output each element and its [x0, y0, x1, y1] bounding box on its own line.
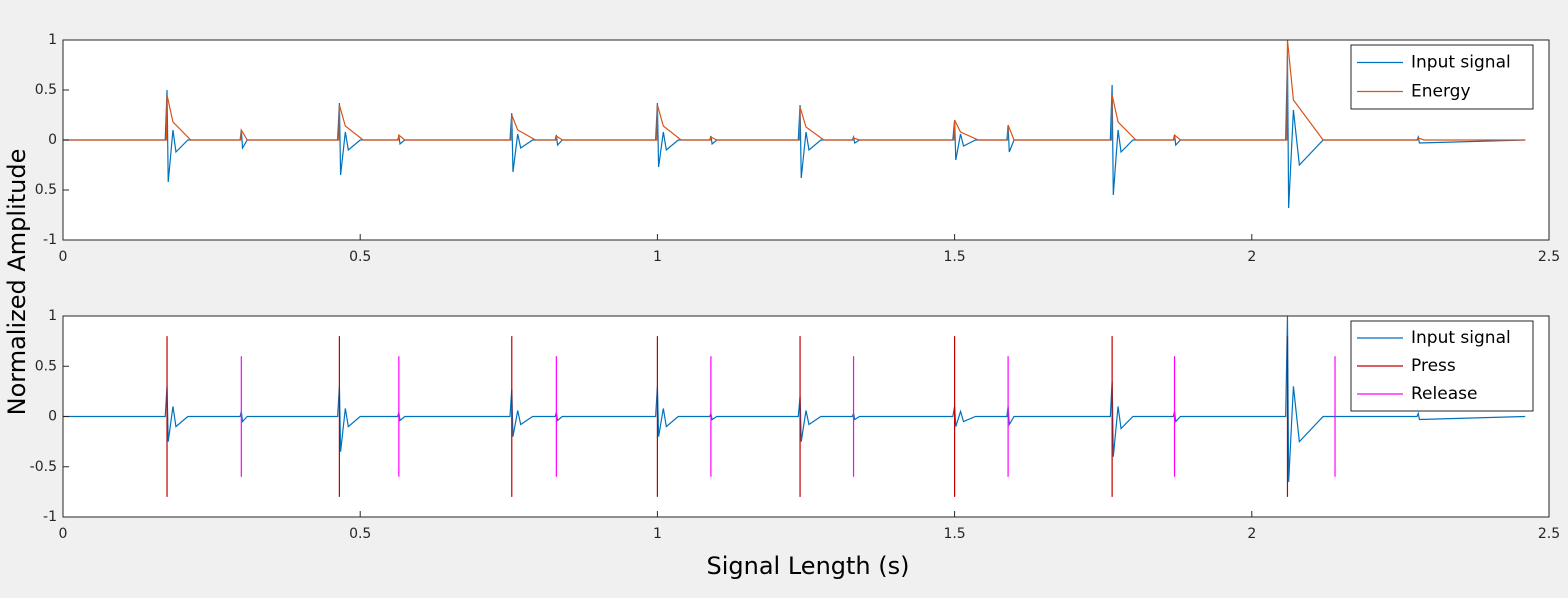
x-tick-label: 2.5 [1538, 249, 1560, 265]
legend-label: Release [1411, 384, 1477, 404]
x-tick-label: 0 [59, 249, 68, 265]
y-tick-label: -0.5 [30, 459, 57, 475]
x-tick-label: 2 [1247, 249, 1256, 265]
x-tick-label: 0.5 [349, 526, 371, 542]
legend-box [1350, 44, 1534, 110]
y-tick-label: 0.5 [35, 182, 57, 198]
y-tick-label: -1 [43, 232, 57, 248]
x-tick-label: 0 [59, 526, 68, 542]
y-tick-label: 0.5 [35, 358, 57, 374]
x-tick-label: 1.5 [943, 249, 965, 265]
y-axis-label: Normalized Amplitude [3, 149, 31, 416]
x-tick-label: 0.5 [349, 249, 371, 265]
signal-line [63, 315, 1526, 482]
y-tick-label: 0.5 [35, 82, 57, 98]
x-tick-label: 2 [1247, 526, 1256, 542]
x-tick-label: 1.5 [943, 526, 965, 542]
x-axis-label: Signal Length (s) [707, 552, 910, 580]
legend-label: Energy [1411, 82, 1471, 102]
x-tick-label: 1 [653, 526, 662, 542]
legend-label: Input signal [1411, 53, 1511, 73]
x-tick-label: 2.5 [1538, 526, 1560, 542]
legend-label: Input signal [1411, 328, 1511, 348]
y-tick-label: -1 [43, 509, 57, 525]
y-tick-label: 1 [48, 308, 57, 324]
legend-label: Press [1411, 356, 1456, 376]
signal-line [63, 39, 1526, 141]
y-tick-label: 0 [48, 409, 57, 425]
y-tick-label: 1 [48, 32, 57, 48]
y-tick-label: 0 [48, 132, 57, 148]
x-tick-label: 1 [653, 249, 662, 265]
